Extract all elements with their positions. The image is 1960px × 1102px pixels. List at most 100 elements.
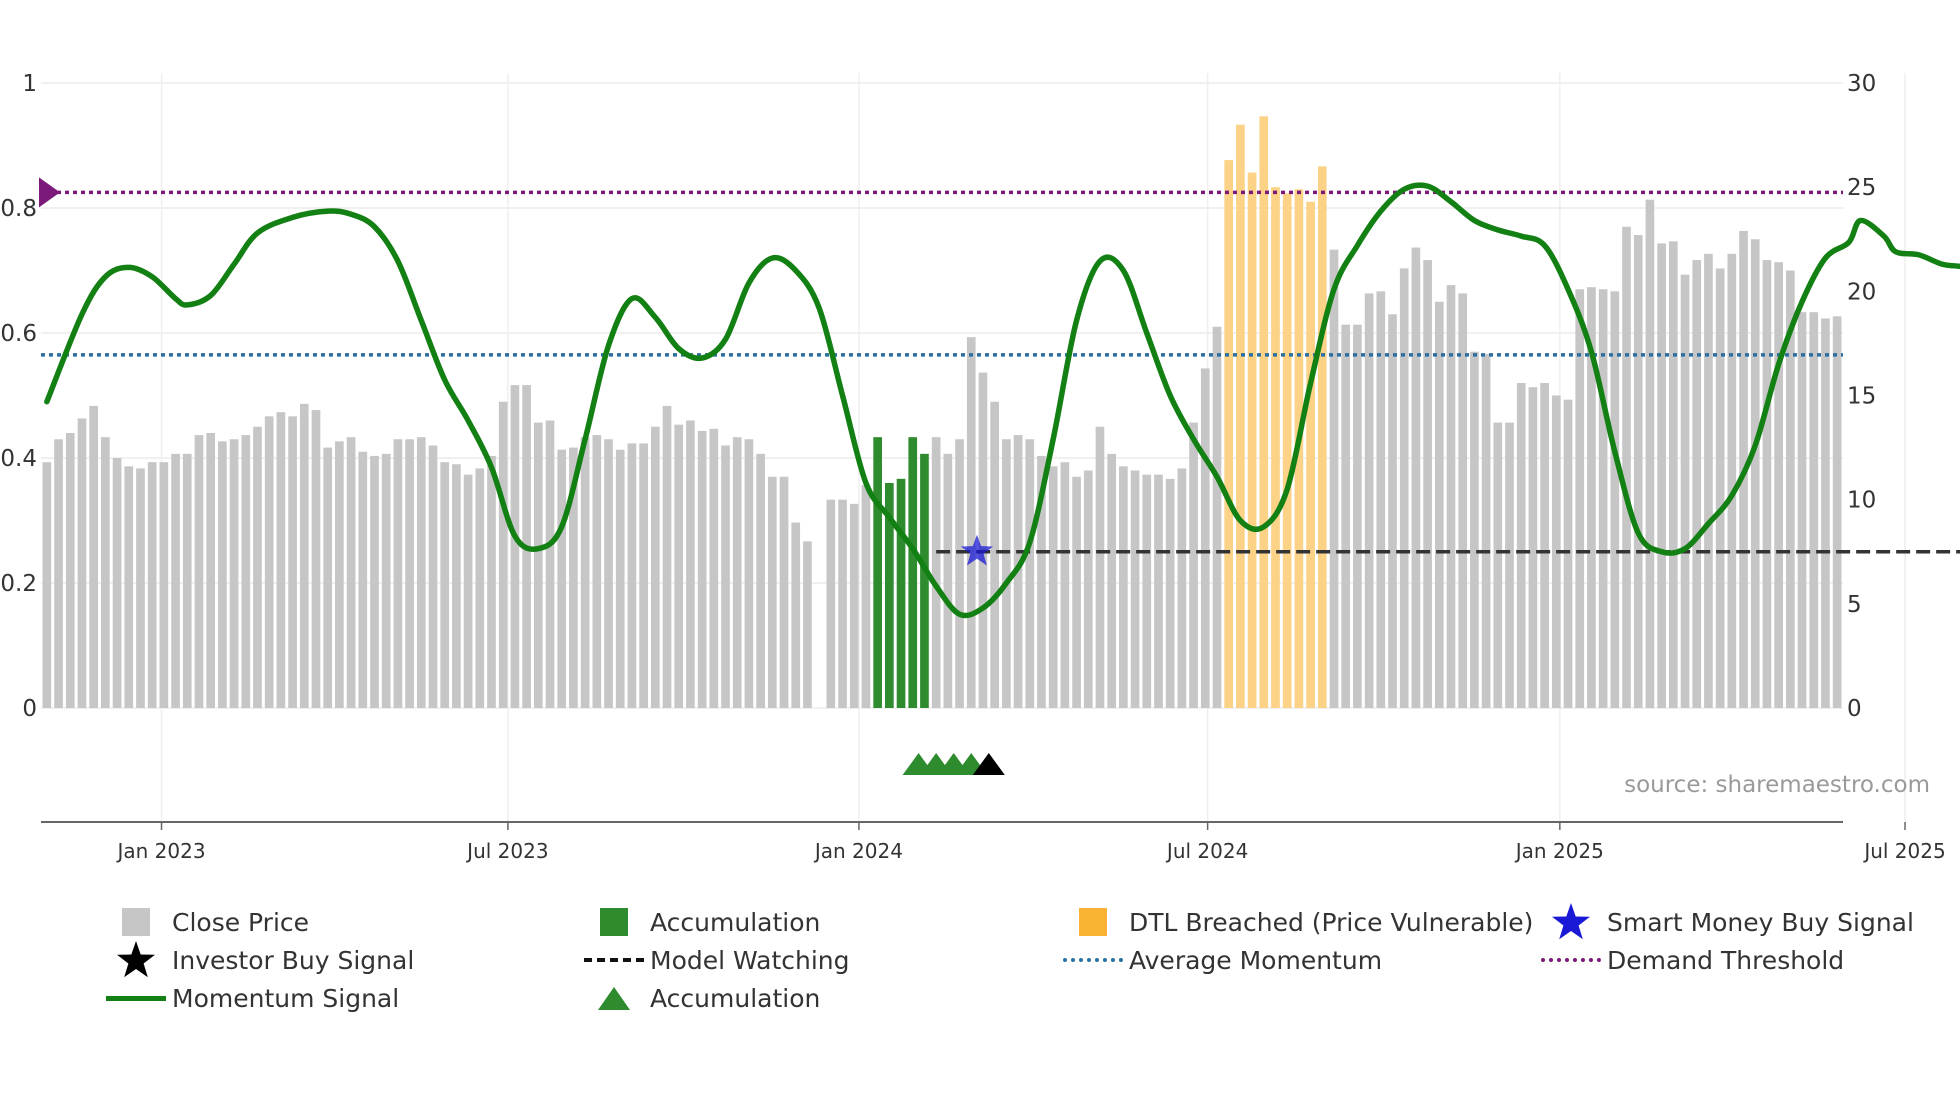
- close-price-bar: [1177, 468, 1187, 708]
- close-price-bar: [498, 401, 508, 708]
- close-price-bar: [732, 437, 742, 708]
- close-price-bar: [533, 422, 543, 708]
- signal-markers: [902, 534, 1005, 775]
- close-price-bar: [1399, 268, 1409, 708]
- close-price-bar: [1353, 324, 1362, 708]
- accumulation-bar: [896, 478, 906, 708]
- close-price-bar: [1025, 439, 1035, 708]
- close-price-bar: [112, 458, 122, 708]
- close-price-bar: [1797, 312, 1807, 708]
- close-price-bar: [779, 476, 789, 708]
- close-price-bar: [1516, 383, 1526, 708]
- close-price-bar: [639, 443, 648, 708]
- close-price-bar: [1704, 253, 1713, 709]
- close-price-bar: [966, 337, 976, 708]
- close-price-bar: [159, 462, 169, 708]
- close-price-bar: [1411, 247, 1421, 709]
- y-left-tick-label: 0: [22, 696, 37, 722]
- investor-signal-marker: [972, 753, 1005, 775]
- close-price-bar: [592, 435, 602, 708]
- close-price-bar: [311, 410, 321, 708]
- close-price-bar: [194, 435, 204, 708]
- close-price-bar: [218, 441, 227, 708]
- close-price-bar: [662, 405, 672, 708]
- close-price-bar: [1119, 466, 1128, 708]
- close-price-bar: [744, 439, 754, 708]
- close-price-bar: [686, 420, 695, 708]
- close-price-bar: [721, 445, 730, 708]
- dtl-breached-bar: [1271, 187, 1280, 708]
- close-price-bar: [1622, 226, 1631, 708]
- reference-lines: [39, 177, 1960, 619]
- close-price-bar: [1212, 326, 1222, 708]
- close-price-bar: [264, 416, 274, 708]
- close-price-bar: [101, 437, 110, 708]
- close-price-bar: [1481, 353, 1491, 708]
- close-price-bar: [1130, 470, 1140, 708]
- close-price-bar: [1727, 253, 1737, 709]
- dtl-breached-bar: [1236, 124, 1245, 708]
- close-price-bar: [849, 503, 859, 708]
- y-left-tick-label: 0.6: [0, 321, 37, 347]
- close-price-bar: [1154, 474, 1163, 708]
- close-price-bar: [650, 426, 660, 708]
- close-price-bar: [674, 424, 684, 708]
- dtl-breached-bar: [1317, 166, 1327, 709]
- close-price-bar: [405, 439, 414, 708]
- close-price-bar: [557, 449, 567, 708]
- x-tick-label: Jul 2024: [1165, 839, 1248, 863]
- close-price-bar: [1060, 462, 1070, 708]
- close-price-bar: [1774, 262, 1783, 708]
- close-price-bar: [1142, 474, 1152, 708]
- dtl-breached-bar: [1282, 193, 1292, 708]
- close-price-bar: [1610, 291, 1620, 708]
- close-price-bar: [77, 418, 87, 708]
- y-right-tick-label: 5: [1847, 592, 1862, 618]
- close-price-bar: [416, 437, 426, 708]
- close-price-bar: [943, 453, 953, 708]
- close-price-bar: [768, 476, 777, 708]
- y-left-tick-label: 0.8: [0, 196, 37, 222]
- close-price-bar: [253, 426, 262, 708]
- close-price-bar: [1002, 439, 1011, 708]
- close-price-bar: [627, 443, 637, 708]
- close-price-bar: [1809, 312, 1819, 708]
- close-price-bar: [709, 428, 719, 708]
- x-tick-label: Jan 2023: [115, 839, 205, 863]
- close-price-bar: [756, 453, 765, 708]
- close-price-bar: [1563, 399, 1573, 708]
- close-price-bar: [1458, 293, 1468, 708]
- accumulation-bar: [920, 453, 929, 708]
- close-price-bar: [1107, 453, 1116, 708]
- close-price-bar: [1165, 478, 1175, 708]
- close-price-bar: [791, 522, 801, 708]
- close-price-bar: [1189, 422, 1198, 708]
- close-price-bar: [1072, 476, 1081, 708]
- accumulation-bar: [908, 437, 918, 708]
- close-price-bar: [381, 453, 391, 708]
- close-price-bar: [1470, 351, 1479, 708]
- close-price-bar: [580, 437, 590, 708]
- close-price-bar: [978, 372, 988, 708]
- close-price-bar: [510, 385, 520, 708]
- close-price-bar: [1423, 260, 1432, 708]
- close-price-bar: [1095, 426, 1105, 708]
- y-left-tick-label: 1: [22, 71, 37, 97]
- close-price-bar: [1821, 318, 1830, 708]
- close-price-bar: [604, 439, 613, 708]
- close-price-bar: [1633, 235, 1643, 709]
- close-price-bar: [147, 462, 157, 708]
- x-tick-label: Jan 2025: [1514, 839, 1604, 863]
- close-price-bar: [393, 439, 403, 708]
- close-price-bar: [288, 416, 297, 708]
- close-price-bar: [1528, 387, 1538, 708]
- close-price-bar: [42, 462, 52, 708]
- close-price-bar: [1587, 287, 1596, 708]
- close-price-bar: [452, 464, 461, 708]
- y-right-tick-label: 15: [1847, 384, 1876, 410]
- close-price-bar: [697, 430, 707, 708]
- y-right-tick-label: 10: [1847, 488, 1876, 514]
- y-left-tick-label: 0.2: [0, 571, 37, 597]
- close-price-bar: [1645, 199, 1655, 708]
- close-price-bar: [1434, 301, 1444, 708]
